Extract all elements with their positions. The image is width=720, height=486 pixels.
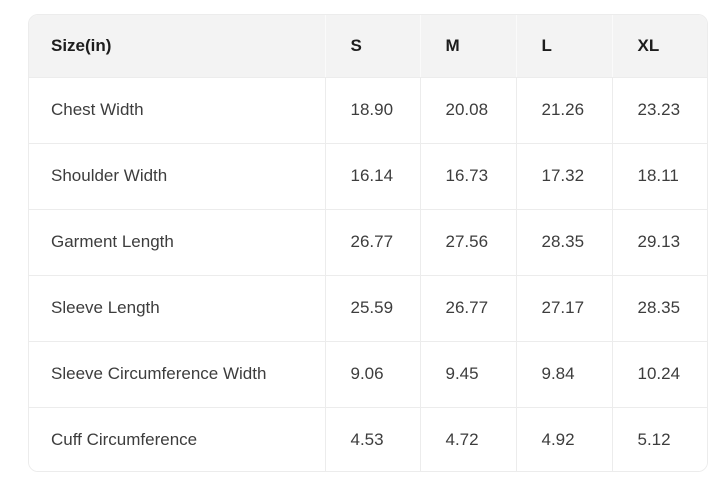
row-label-cell: Garment Length (29, 209, 326, 276)
value-cell: 29.13 (612, 209, 707, 276)
table-row: Sleeve Circumference Width 9.06 9.45 9.84 10… (29, 341, 707, 408)
row-label-cell: Sleeve Circumference Width (29, 341, 326, 408)
value-cell: 5.12 (612, 407, 707, 471)
value-cell: 16.73 (420, 143, 517, 210)
value-cell: 4.92 (516, 407, 613, 471)
size-chart-card: Size(in) S M L XL Chest Width 18.90 20.08 21.2… (28, 14, 708, 472)
value-cell: 9.84 (516, 341, 613, 408)
value-cell: 18.11 (612, 143, 707, 210)
header-cell-size-s: S (325, 15, 421, 78)
table-header: Size(in) S M L XL (29, 15, 707, 78)
row-label-cell: Sleeve Length (29, 275, 326, 342)
value-cell: 4.72 (420, 407, 517, 471)
value-cell: 4.53 (325, 407, 421, 471)
header-cell-size-label: Size(in) (29, 15, 326, 78)
table-row: Cuff Circumference 4.53 4.72 4.92 5.12 (29, 407, 707, 471)
value-cell: 27.17 (516, 275, 613, 342)
row-label-cell: Shoulder Width (29, 143, 326, 210)
table-row: Chest Width 18.90 20.08 21.26 23.23 (29, 77, 707, 144)
value-cell: 20.08 (420, 77, 517, 144)
value-cell: 17.32 (516, 143, 613, 210)
value-cell: 10.24 (612, 341, 707, 408)
header-row: Size(in) S M L XL (29, 15, 707, 78)
value-cell: 28.35 (612, 275, 707, 342)
table-body: Chest Width 18.90 20.08 21.26 23.23 Shoulder … (29, 77, 707, 471)
value-cell: 16.14 (325, 143, 421, 210)
row-label-cell: Cuff Circumference (29, 407, 326, 471)
value-cell: 25.59 (325, 275, 421, 342)
value-cell: 9.06 (325, 341, 421, 408)
value-cell: 23.23 (612, 77, 707, 144)
header-cell-size-m: M (420, 15, 517, 78)
table-row: Garment Length 26.77 27.56 28.35 29.13 (29, 209, 707, 276)
value-cell: 26.77 (325, 209, 421, 276)
value-cell: 18.90 (325, 77, 421, 144)
header-cell-size-xl: XL (612, 15, 707, 78)
value-cell: 27.56 (420, 209, 517, 276)
value-cell: 21.26 (516, 77, 613, 144)
table-row: Shoulder Width 16.14 16.73 17.32 18.11 (29, 143, 707, 210)
table-row: Sleeve Length 25.59 26.77 27.17 28.35 (29, 275, 707, 342)
value-cell: 26.77 (420, 275, 517, 342)
row-label-cell: Chest Width (29, 77, 326, 144)
value-cell: 28.35 (516, 209, 613, 276)
header-cell-size-l: L (516, 15, 613, 78)
value-cell: 9.45 (420, 341, 517, 408)
size-chart-table: Size(in) S M L XL Chest Width 18.90 20.08 21.2… (29, 15, 707, 471)
